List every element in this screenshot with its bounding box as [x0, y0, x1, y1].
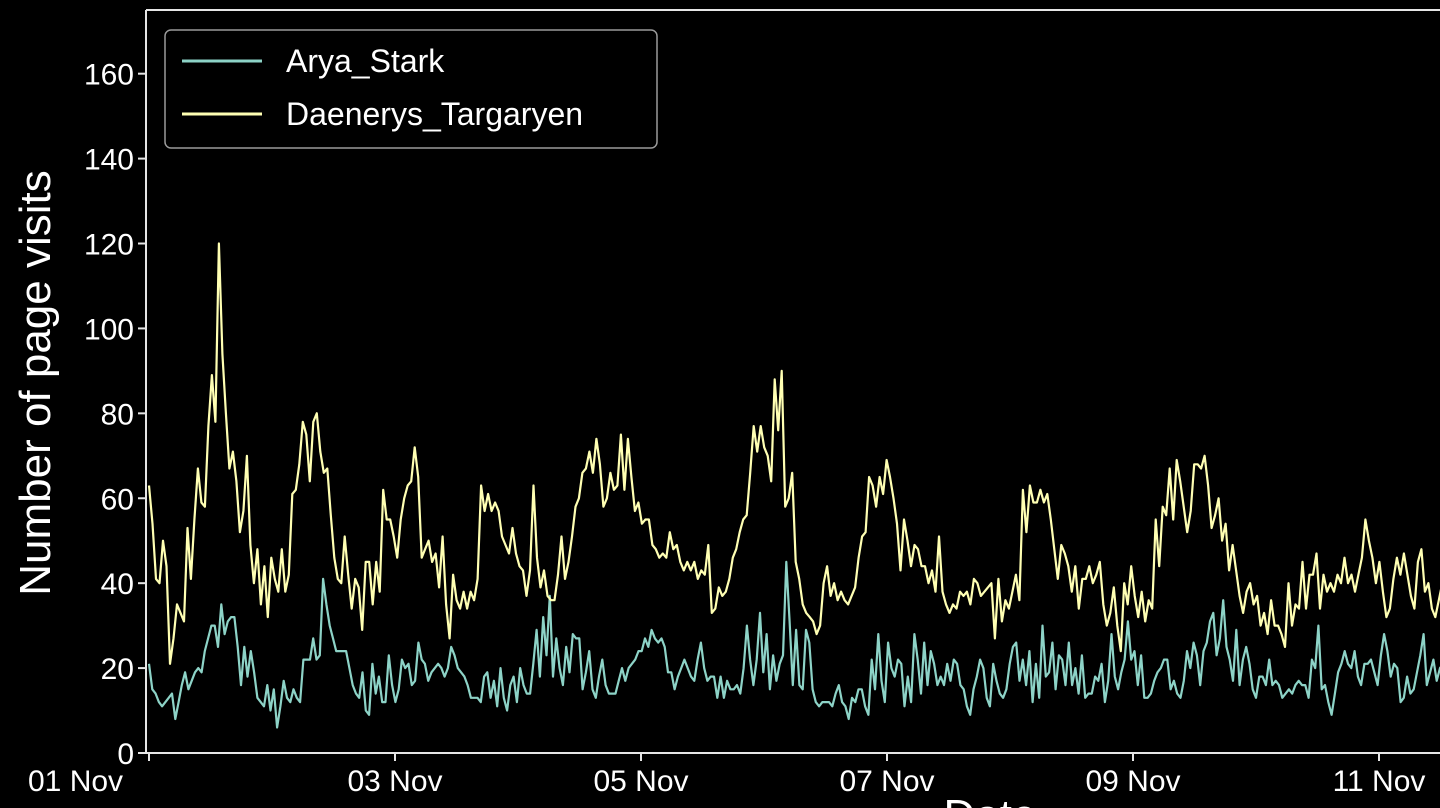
- x-tick-label: 05 Nov: [593, 765, 688, 798]
- y-tick-label: 140: [84, 144, 134, 177]
- legend: Arya_Stark Daenerys_Targaryen: [164, 29, 658, 149]
- y-tick-label: 60: [101, 483, 134, 516]
- y-tick-label: 120: [84, 229, 134, 262]
- legend-label-daenerys-targaryen: Daenerys_Targaryen: [286, 96, 583, 132]
- y-tick-label: 20: [101, 653, 134, 686]
- y-axis-label: Number of page visits: [11, 170, 60, 596]
- plot-lines: [147, 242, 1440, 729]
- x-tick-label: 09 Nov: [1085, 765, 1180, 798]
- y-tick-label: 80: [101, 398, 134, 431]
- y-tick-label: 0: [117, 738, 134, 771]
- y-tick-label: 100: [84, 313, 134, 346]
- legend-box: [164, 29, 658, 149]
- x-axis-ticks: 01 Nov 03 Nov 05 Nov 07 Nov 09 Nov 11 Nov: [28, 753, 1425, 798]
- y-axis-ticks: 0 20 40 60 80 100 120 140 160: [84, 59, 146, 771]
- y-tick-label: 160: [84, 59, 134, 92]
- x-tick-label: 07 Nov: [839, 765, 934, 798]
- series-line-daenerys-targaryen: [147, 242, 1440, 665]
- series-line-arya-stark: [147, 560, 1440, 729]
- y-tick-label: 40: [101, 568, 134, 601]
- x-axis-label: Date: [944, 791, 1037, 808]
- legend-label-arya-stark: Arya_Stark: [286, 43, 445, 79]
- x-tick-label: 01 Nov: [28, 765, 123, 798]
- x-tick-label: 03 Nov: [347, 765, 442, 798]
- x-tick-label: 11 Nov: [1333, 765, 1426, 798]
